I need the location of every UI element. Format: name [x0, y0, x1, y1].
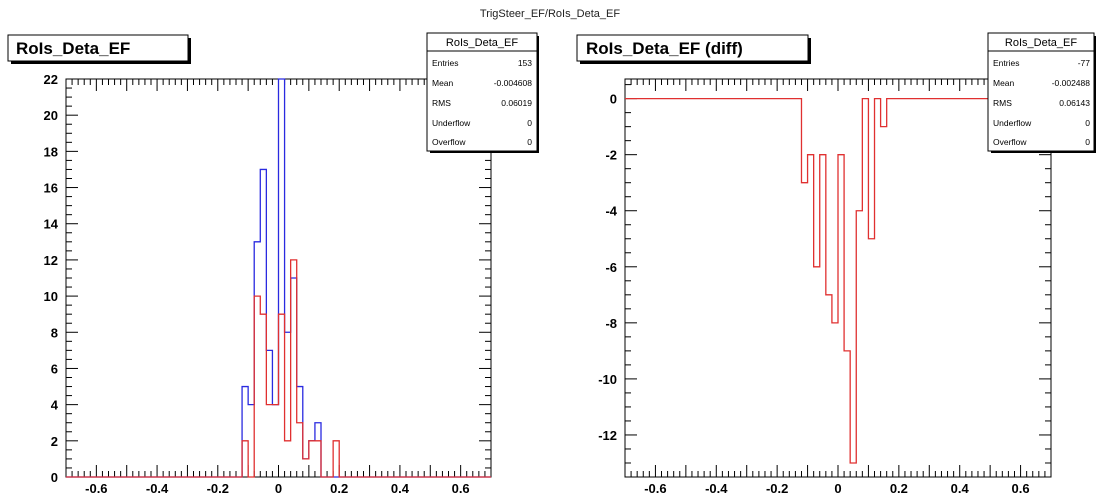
stats-label-entries-right: Entries	[993, 58, 1019, 68]
stats-label-overflow-left: Overflow	[432, 137, 466, 147]
stats-box-shadow-bottom-right	[991, 151, 1096, 153]
stats-value-overflow-right: 0	[1085, 137, 1090, 147]
histogram-series-left	[66, 78, 491, 478]
stats-value-entries-right: -77	[1078, 58, 1091, 68]
title-box-shadow-left	[188, 38, 191, 62]
stats-label-overflow-right: Overflow	[993, 137, 1027, 147]
x-tick-label-right: -0.4	[705, 481, 728, 496]
x-tick-label-right: -0.2	[766, 481, 788, 496]
x-tick-label-right: 0.2	[890, 481, 908, 496]
x-tick-label-left: -0.6	[85, 481, 107, 496]
histogram-series-2-left	[66, 259, 491, 478]
y-tick-label-right: 0	[610, 92, 617, 107]
histogram-series-right	[625, 97, 1051, 464]
y-tick-label-left: 2	[51, 434, 58, 449]
histogram-series-1-right	[625, 97, 1051, 464]
stats-label-underflow-left: Underflow	[432, 118, 471, 128]
y-tick-label-left: 6	[51, 361, 58, 376]
stats-label-rms-left: RMS	[432, 98, 451, 108]
y-tick-label-right: -12	[598, 428, 617, 443]
stats-label-mean-left: Mean	[432, 78, 454, 88]
y-tick-label-left: 12	[44, 253, 58, 268]
x-tick-labels-left: -0.6 -0.4 -0.2 0 0.2 0.4 0.6	[85, 481, 470, 496]
stats-box-shadow-right	[1094, 36, 1096, 153]
stats-value-underflow-right: 0	[1085, 118, 1090, 128]
y-tick-label-left: 16	[44, 181, 58, 196]
y-tick-label-left: 22	[44, 72, 58, 87]
y-tick-label-left: 0	[51, 470, 58, 485]
title-box-right	[576, 34, 809, 62]
x-tick-label-left: -0.4	[146, 481, 169, 496]
x-tick-label-right: -0.6	[644, 481, 666, 496]
chart-title-right: RoIs_Deta_EF (diff)	[586, 39, 743, 58]
stats-box-shadow-bottom-left	[430, 151, 539, 153]
title-box-shadow-right	[808, 38, 811, 62]
title-box-left	[7, 34, 189, 62]
panel-left: -0.6 -0.4 -0.2 0 0.2 0.4 0.6 0 2 4 6 8 10 12 14 16 18 20…	[7, 32, 539, 496]
y-tick-labels-right: 0 -2 -4 -6 -8 -10 -12	[598, 92, 618, 443]
stats-value-mean-left: -0.004608	[494, 78, 533, 88]
stats-box-shadow-left	[537, 36, 539, 153]
y-tick-label-left: 20	[44, 108, 58, 123]
x-tick-label-left: 0	[275, 481, 282, 496]
stats-label-rms-right: RMS	[993, 98, 1012, 108]
stats-value-overflow-left: 0	[527, 137, 532, 147]
x-tick-label-left: 0.6	[452, 481, 470, 496]
stats-title-left: RoIs_Deta_EF	[446, 37, 518, 49]
y-tick-label-left: 4	[51, 398, 59, 413]
x-tick-label-right: 0.6	[1012, 481, 1030, 496]
y-tick-label-right: -2	[605, 148, 617, 163]
stats-label-mean-right: Mean	[993, 78, 1015, 88]
stats-title-right: RoIs_Deta_EF	[1005, 37, 1077, 49]
panel-right: -0.6 -0.4 -0.2 0 0.2 0.4 0.6 0 -2 -4 -6 -8 -10 -12 R…	[576, 32, 1096, 496]
y-tick-label-left: 8	[51, 325, 58, 340]
stats-box-frame-right	[987, 32, 1095, 152]
y-tick-label-left: 14	[44, 217, 59, 232]
stats-value-underflow-left: 0	[527, 118, 532, 128]
stats-box-left: RoIs_Deta_EF Entries 153 Mean -0.004608 …	[426, 32, 539, 153]
title-box-shadow-bottom-right	[580, 61, 811, 64]
x-tick-label-right: 0	[834, 481, 841, 496]
x-tick-labels-right: -0.6 -0.4 -0.2 0 0.2 0.4 0.6	[644, 481, 1029, 496]
x-tick-label-left: -0.2	[207, 481, 229, 496]
y-tick-label-right: -4	[605, 204, 617, 219]
y-tick-labels-left: 0 2 4 6 8 10 12 14 16 18 20 22	[44, 72, 59, 485]
x-tick-label-left: 0.2	[330, 481, 348, 496]
stats-value-entries-left: 153	[518, 58, 532, 68]
title-box-shadow-bottom-left	[11, 61, 191, 64]
y-tick-label-right: -8	[605, 316, 617, 331]
y-tick-label-right: -6	[605, 260, 617, 275]
x-tick-label-right: 0.4	[951, 481, 970, 496]
y-tick-label-left: 18	[44, 144, 58, 159]
y-tick-label-left: 10	[44, 289, 58, 304]
chart-title-left: RoIs_Deta_EF	[16, 39, 130, 58]
stats-box-frame-left	[426, 32, 538, 152]
stats-value-rms-left: 0.06019	[501, 98, 532, 108]
stats-box-right: RoIs_Deta_EF Entries -77 Mean -0.002488 …	[987, 32, 1096, 153]
figure-title: TrigSteer_EF/RoIs_Deta_EF	[480, 8, 620, 20]
y-tick-label-right: -10	[598, 372, 617, 387]
stats-value-mean-right: -0.002488	[1052, 78, 1091, 88]
stats-label-underflow-right: Underflow	[993, 118, 1032, 128]
x-tick-label-left: 0.4	[391, 481, 410, 496]
stats-value-rms-right: 0.06143	[1059, 98, 1090, 108]
stats-label-entries-left: Entries	[432, 58, 458, 68]
